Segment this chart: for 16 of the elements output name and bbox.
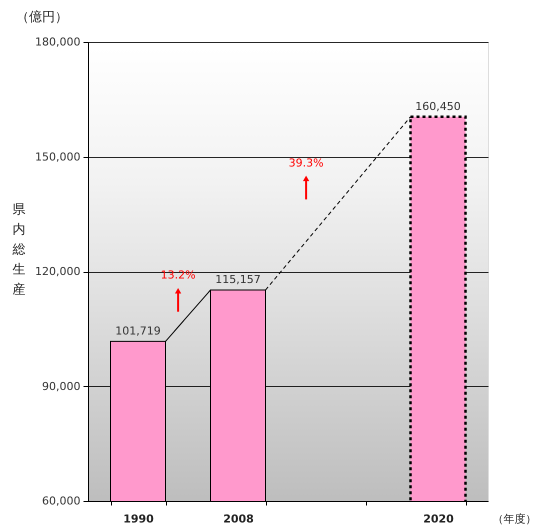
x-tick-label: 1990 — [123, 512, 154, 526]
y-tick-label: 90,000 — [42, 380, 80, 393]
x-tick-label: 2020 — [423, 512, 454, 526]
annotation: 13.2% — [160, 268, 196, 282]
annotation: 39.3% — [288, 156, 324, 170]
x-axis-title: （年度） — [492, 512, 536, 526]
y-tick-label: 180,000 — [35, 36, 80, 48]
y-tick-label: 120,000 — [35, 265, 80, 278]
y-tick-label: 150,000 — [35, 150, 80, 164]
data-label: 115,157 — [215, 273, 261, 286]
data-label: 101,719 — [115, 324, 161, 338]
x-tick-label: 2008 — [223, 512, 254, 526]
text: （億円） — [16, 10, 68, 25]
y-axis-title: 県内総生産 — [12, 202, 26, 298]
y-tick-label: 60,000 — [42, 494, 80, 508]
data-label: 160,450 — [415, 100, 461, 113]
